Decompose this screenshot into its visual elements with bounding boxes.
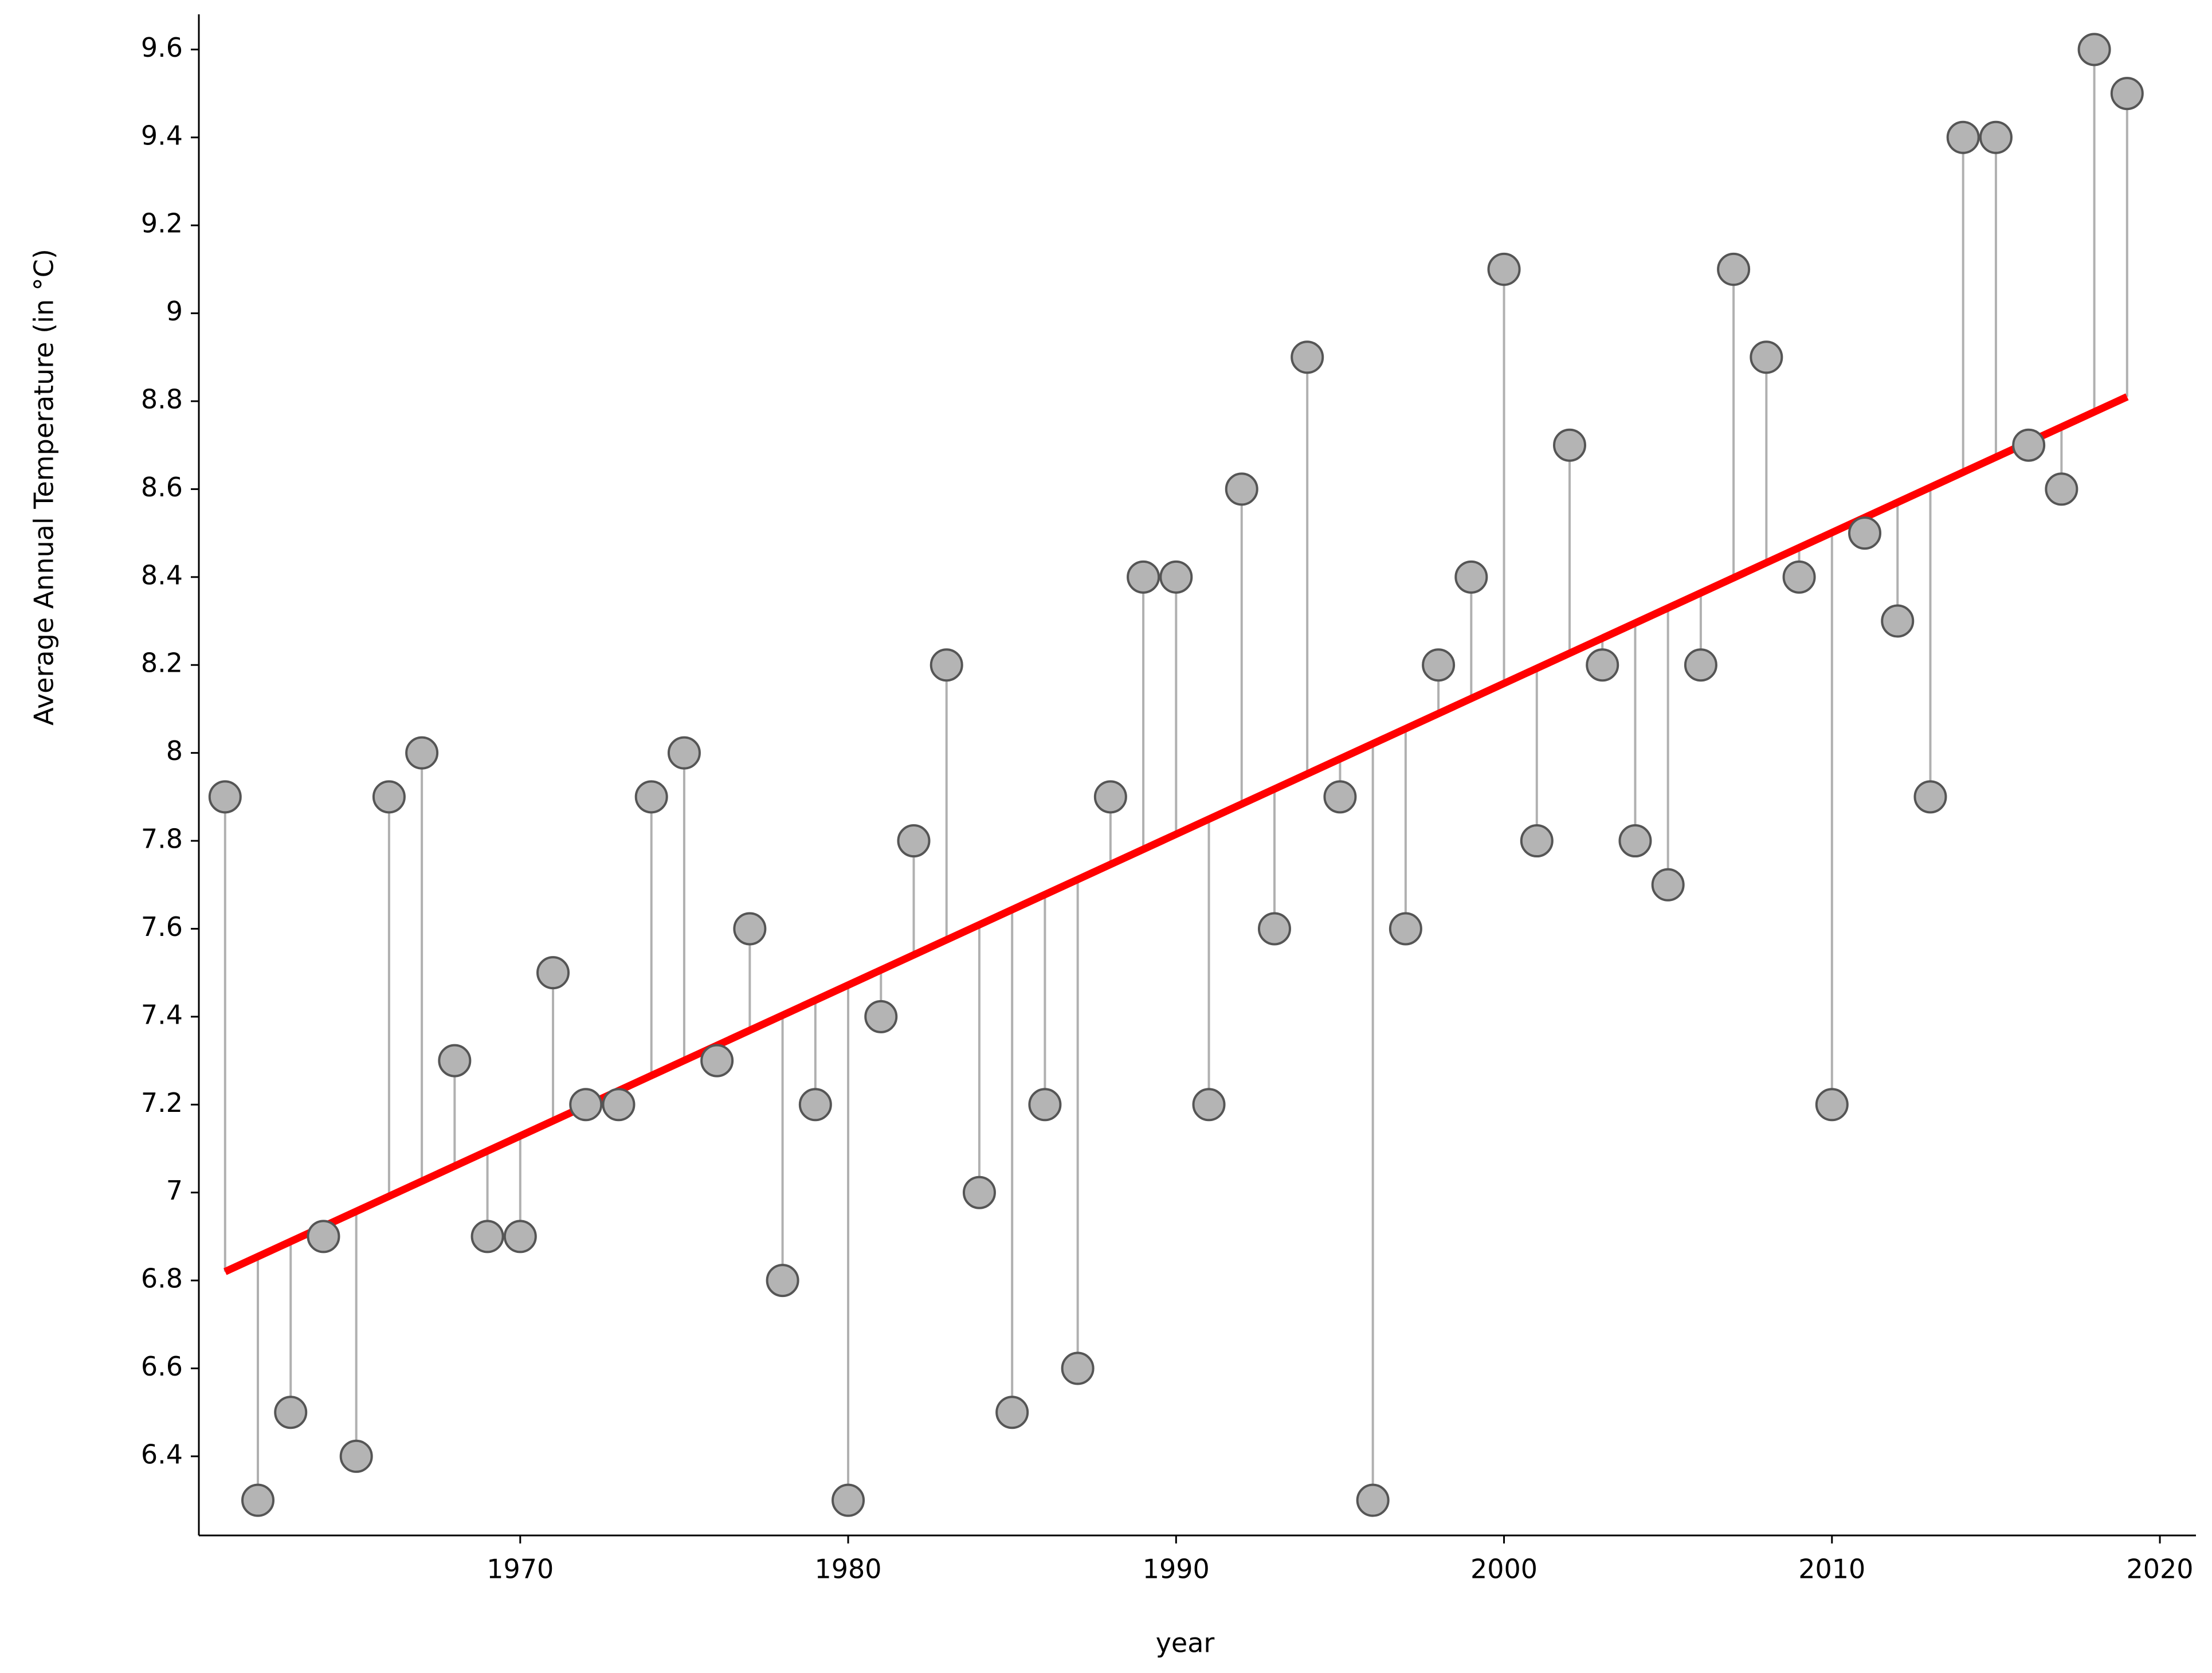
y-tick-label: 8.4 [141, 559, 183, 590]
y-tick-label: 9.2 [141, 208, 183, 239]
y-tick-label: 8.6 [141, 472, 183, 503]
data-point [2045, 472, 2078, 506]
data-point [372, 780, 406, 814]
data-point [2012, 428, 2046, 462]
data-point [1192, 1088, 1226, 1122]
x-tick-label: 1970 [487, 1554, 554, 1585]
data-point [1913, 780, 1947, 814]
data-point [1093, 780, 1127, 814]
data-point [1848, 516, 1882, 550]
y-tick-label: 8 [166, 735, 183, 766]
data-point [1225, 472, 1258, 506]
y-tick-label: 7.6 [141, 911, 183, 942]
data-point [2077, 33, 2111, 66]
data-point [1159, 560, 1193, 594]
data-point [766, 1264, 799, 1298]
data-point [1291, 340, 1324, 374]
data-point [733, 912, 767, 946]
data-point [1356, 1483, 1390, 1517]
data-point [405, 736, 439, 770]
data-point [1717, 252, 1751, 286]
data-point [2110, 77, 2144, 111]
data-point [1487, 252, 1521, 286]
y-tick-label: 9.4 [141, 120, 183, 151]
data-point [1881, 604, 1915, 638]
data-point [634, 780, 668, 814]
y-tick-label: 7 [166, 1175, 183, 1206]
x-tick-label: 2020 [2127, 1554, 2194, 1585]
y-axis-label: Average Annual Temperature (in °C) [29, 249, 60, 726]
y-tick-label: 6.8 [141, 1263, 183, 1294]
data-point [1323, 780, 1357, 814]
data-point [897, 824, 931, 858]
x-axis-label: year [1156, 1628, 1215, 1659]
data-point [929, 648, 963, 682]
data-point [995, 1396, 1029, 1429]
y-tick-label: 6.6 [141, 1351, 183, 1382]
data-point [1979, 120, 2013, 154]
data-point [832, 1483, 865, 1517]
y-tick-label: 8.2 [141, 648, 183, 679]
data-point [1028, 1088, 1062, 1122]
data-point [569, 1088, 603, 1122]
data-point [1586, 648, 1619, 682]
data-point [1815, 1088, 1849, 1122]
x-tick-label: 1980 [815, 1554, 882, 1585]
data-point [864, 1000, 898, 1033]
data-point [798, 1088, 832, 1122]
data-point [667, 736, 701, 770]
x-tick-label: 2000 [1470, 1554, 1538, 1585]
y-tick-label: 7.8 [141, 824, 183, 855]
y-tick-label: 6.4 [141, 1439, 183, 1470]
data-point [1782, 560, 1816, 594]
y-tick-label: 7.4 [141, 999, 183, 1030]
y-tick-label: 8.8 [141, 384, 183, 415]
data-point [1454, 560, 1488, 594]
data-point [438, 1044, 472, 1078]
x-tick-label: 1990 [1143, 1554, 1210, 1585]
data-point [470, 1220, 504, 1253]
data-point [1061, 1351, 1095, 1385]
y-tick-label: 9 [166, 296, 183, 327]
data-point [1127, 560, 1160, 594]
data-point [1750, 340, 1783, 374]
y-tick-label: 7.2 [141, 1087, 183, 1118]
data-point [1389, 912, 1422, 946]
data-point [1651, 868, 1685, 902]
data-point [1553, 428, 1587, 462]
data-point [241, 1483, 275, 1517]
data-point [1520, 824, 1554, 858]
data-point [307, 1220, 340, 1253]
data-point [1946, 120, 1980, 154]
data-point [1618, 824, 1652, 858]
data-point [503, 1220, 537, 1253]
data-point [1684, 648, 1717, 682]
data-point [962, 1176, 996, 1209]
data-point [208, 780, 242, 814]
x-tick-label: 2010 [1798, 1554, 1865, 1585]
y-tick-label: 9.6 [141, 32, 183, 63]
data-point [536, 956, 570, 990]
data-point [274, 1396, 308, 1429]
data-point [602, 1088, 636, 1122]
trend-line [223, 393, 2129, 1275]
data-point [1422, 648, 1456, 682]
data-point [700, 1044, 734, 1078]
data-point [1257, 912, 1291, 946]
data-point [339, 1439, 373, 1473]
